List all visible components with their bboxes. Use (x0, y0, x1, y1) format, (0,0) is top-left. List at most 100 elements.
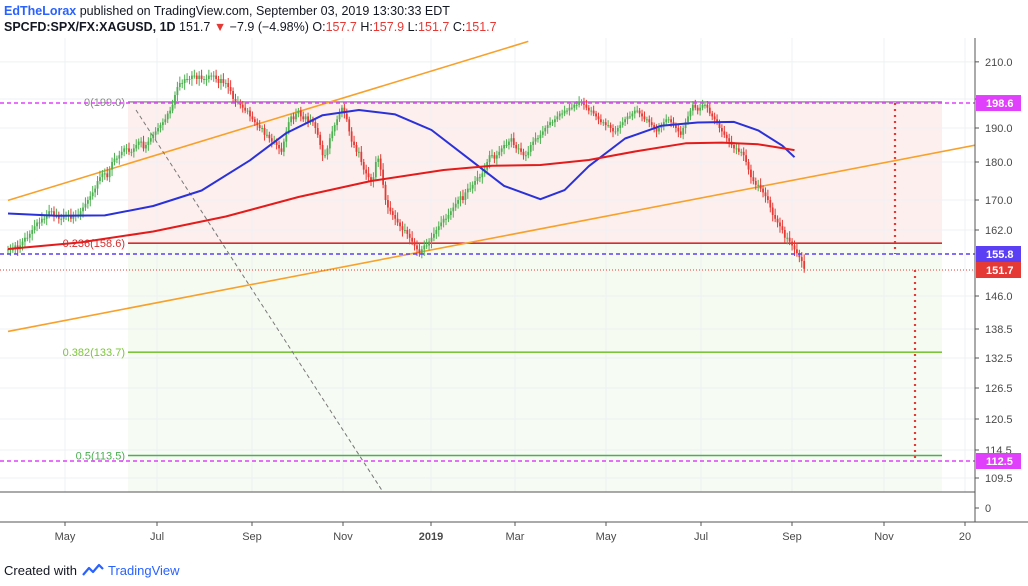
candle-body (766, 196, 769, 200)
candle-body (457, 200, 460, 204)
x-tick-label: May (55, 531, 76, 543)
candle-body (338, 113, 341, 120)
candle-body (539, 134, 542, 139)
axes: 210.0200.0190.0180.0170.0162.0146.0138.5… (0, 38, 1028, 543)
candle-body (650, 122, 653, 126)
candle-body (377, 158, 380, 162)
candle-body (667, 119, 670, 121)
candle-body (280, 148, 283, 152)
candle-body (7, 249, 9, 251)
price-badge-label: 198.6 (986, 98, 1014, 110)
candle-body (449, 211, 452, 215)
candle-body (372, 177, 375, 181)
candle-body (113, 158, 116, 162)
candle-body (524, 155, 527, 157)
candle-body (333, 125, 336, 132)
candle-body (33, 226, 36, 230)
publish-line: EdTheLorax published on TradingView.com,… (4, 3, 1014, 19)
candle-body (9, 249, 12, 251)
candle-body (510, 138, 513, 142)
candle-body (769, 200, 772, 208)
fast-ma (7, 109, 796, 217)
low-value: 151.7 (418, 20, 450, 34)
x-tick-label: 20 (959, 531, 971, 543)
candle-body (512, 138, 515, 145)
candle-body (641, 113, 643, 117)
candle-body (24, 237, 26, 242)
candle-body (476, 177, 479, 181)
candle-body (747, 162, 750, 170)
candle-body (621, 122, 624, 126)
candle-body (53, 211, 55, 215)
fib-label: 0.5(113.5) (76, 451, 125, 463)
candle-body (374, 162, 377, 178)
candle-body (779, 222, 781, 227)
published-text: published on TradingView.com, September … (79, 4, 450, 18)
price-badge-label: 112.5 (986, 456, 1013, 468)
candle-body (178, 83, 181, 87)
change-arrow-icon: ▼ (213, 20, 227, 34)
candle-body (360, 151, 363, 162)
candles (7, 69, 806, 273)
candle-body (72, 215, 75, 219)
candle-body (754, 181, 757, 185)
candle-body (544, 128, 547, 132)
author-name[interactable]: EdTheLorax (4, 4, 77, 18)
candle-body (307, 116, 309, 123)
candle-body (413, 241, 416, 246)
candle-body (341, 107, 343, 114)
candle-body (287, 122, 290, 132)
candle-body (379, 158, 382, 170)
candle-body (21, 241, 24, 246)
candle-body (493, 155, 496, 159)
candle-body (103, 173, 106, 175)
fib-label: 0(199.0) (84, 97, 125, 109)
candle-body (205, 79, 208, 80)
candle-body (161, 122, 164, 126)
candle-body (464, 192, 467, 200)
symbol-label: SPCFD:SPX/FX:XAGUSD, 1D (4, 20, 176, 34)
candle-body (60, 218, 63, 220)
candle-body (331, 131, 334, 139)
y-tick-label: 162.0 (985, 225, 1013, 237)
candle-body (353, 141, 355, 145)
candle-body (314, 122, 317, 128)
tradingview-brand[interactable]: TradingView (107, 562, 180, 578)
price-chart[interactable]: 0(199.0) 0.236(158.6) 0.382(133.7) 0.5(113.… (0, 0, 1028, 560)
candle-body (135, 145, 138, 149)
candle-body (425, 245, 428, 247)
candle-body (481, 173, 484, 178)
y-tick-label: 0 (985, 503, 991, 515)
candle-body (682, 128, 685, 135)
candle-body (711, 113, 714, 117)
candle-body (382, 169, 384, 185)
candle-body (154, 131, 157, 135)
y-tick-label: 109.5 (985, 473, 1013, 485)
candle-body (554, 119, 556, 123)
y-tick-label: 138.5 (985, 324, 1013, 336)
candle-body (101, 173, 104, 178)
candle-body (558, 113, 561, 117)
x-tick-label: Jul (150, 531, 164, 543)
candle-body (292, 116, 295, 120)
change-value: −7.9 (−4.98%) (229, 20, 309, 34)
candle-body (169, 110, 172, 114)
x-tick-label: Sep (782, 531, 802, 543)
candle-body (696, 107, 699, 111)
candle-body (759, 184, 762, 189)
candle-body (508, 141, 510, 145)
candle-body (84, 203, 87, 208)
candle-body (505, 145, 508, 146)
candle-body (629, 116, 631, 118)
candle-body (263, 128, 266, 135)
candle-body (498, 151, 501, 156)
candle-body (529, 145, 532, 152)
candle-body (125, 148, 128, 150)
candle-body (670, 119, 672, 123)
candle-body (708, 107, 711, 114)
candle-body (527, 151, 530, 156)
candle-body (549, 122, 551, 126)
candle-body (665, 119, 668, 123)
candle-body (575, 104, 578, 106)
candle-body (437, 226, 440, 230)
